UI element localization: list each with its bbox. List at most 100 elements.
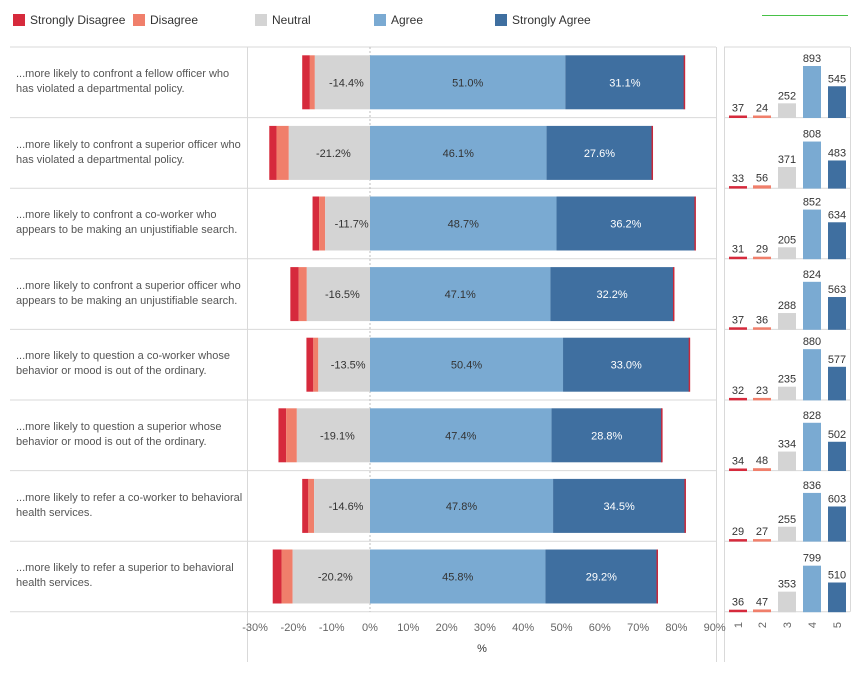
mini-bar xyxy=(753,115,771,118)
statement-label: ...more likely to question a superior wh… xyxy=(16,421,222,448)
mini-bar xyxy=(828,506,846,542)
mini-bar xyxy=(803,422,821,471)
x-tick-label: 0% xyxy=(362,622,378,634)
legend-item-agree[interactable]: Agree xyxy=(374,12,423,28)
mini-bar-label: 836 xyxy=(803,480,821,492)
bar-agree xyxy=(370,549,546,604)
data-label-strongly-agree: 32.2% xyxy=(596,289,627,301)
mini-bar-label: 545 xyxy=(828,73,846,85)
bar-neutral xyxy=(296,408,370,463)
mini-bar-label: 371 xyxy=(778,154,796,166)
data-label-neutral: -14.4% xyxy=(329,77,364,89)
x-tick-label: 50% xyxy=(550,622,572,634)
mini-bar-label: 510 xyxy=(828,570,846,582)
legend-item-disagree[interactable]: Disagree xyxy=(133,12,198,28)
mini-bar-label: 288 xyxy=(778,300,796,312)
bar-strongly-agree xyxy=(563,337,690,392)
mini-bar xyxy=(729,397,747,401)
bar-strongly-agree xyxy=(545,549,658,604)
mini-bar xyxy=(729,186,747,189)
mini-bar-label: 799 xyxy=(803,553,821,565)
mini-bar-label: 23 xyxy=(756,385,768,397)
mini-bar xyxy=(778,166,796,189)
bar-strongly-disagree xyxy=(302,55,310,110)
mini-bar-label: 29 xyxy=(756,244,768,256)
bar-disagree xyxy=(309,55,315,110)
mini-bar-label: 24 xyxy=(756,103,768,115)
x-tick-label: 40% xyxy=(512,622,534,634)
mini-bar xyxy=(828,441,846,471)
mini-bar-label: 48 xyxy=(756,455,768,467)
bar-disagree xyxy=(313,337,319,392)
data-label-neutral: -14.6% xyxy=(329,501,364,513)
bar-agree xyxy=(370,267,551,322)
mini-bar-label: 37 xyxy=(732,103,744,115)
x-tick-label: -30% xyxy=(242,622,268,634)
legend-swatch xyxy=(13,14,25,26)
x-tick-label: 60% xyxy=(589,622,611,634)
mini-x-tick-label: 2 xyxy=(757,622,769,628)
x-tick-label: 70% xyxy=(627,622,649,634)
mini-bar-label: 563 xyxy=(828,284,846,296)
bar-agree xyxy=(370,408,552,463)
bar-disagree xyxy=(286,408,297,463)
bar-agree xyxy=(370,55,566,110)
statement-label: ...more likely to confront a superior of… xyxy=(16,138,241,166)
data-label-agree: 47.1% xyxy=(445,289,476,301)
legend-swatch xyxy=(374,14,386,26)
legend-label: Disagree xyxy=(150,13,199,27)
mini-x-tick-label: 4 xyxy=(807,622,819,628)
mini-bar-label: 353 xyxy=(778,579,796,591)
bar-strongly-disagree xyxy=(272,549,282,604)
statement-label: ...more likely to refer a co-worker to b… xyxy=(16,491,243,519)
legend-item-neutral[interactable]: Neutral xyxy=(255,12,311,28)
mini-bar xyxy=(778,103,796,118)
mini-bar-label: 36 xyxy=(756,314,768,326)
mini-bar xyxy=(753,609,771,613)
data-label-neutral: -20.2% xyxy=(318,572,353,584)
mini-bar-label: 603 xyxy=(828,493,846,505)
bar-neutral xyxy=(314,478,370,533)
data-label-agree: 47.4% xyxy=(445,430,476,442)
mini-bar-label: 502 xyxy=(828,429,846,441)
mini-bar-label: 235 xyxy=(778,374,796,386)
data-label-strongly-agree: 36.2% xyxy=(610,219,641,231)
mini-bar xyxy=(753,468,771,471)
bar-neutral xyxy=(292,549,370,604)
bar-disagree xyxy=(298,267,307,322)
mini-bar xyxy=(753,539,771,542)
mini-bar-label: 56 xyxy=(756,172,768,184)
mini-x-tick-label: 5 xyxy=(832,622,844,628)
legend-label: Strongly Agree xyxy=(512,13,591,27)
bar-neutral xyxy=(288,125,370,180)
x-tick-label: -10% xyxy=(319,622,345,634)
mini-bar xyxy=(828,366,846,401)
legend-swatch xyxy=(133,14,145,26)
legend-item-strongly-disagree[interactable]: Strongly Disagree xyxy=(13,12,125,28)
data-label-neutral: -21.2% xyxy=(316,148,351,160)
legend-item-strongly-agree[interactable]: Strongly Agree xyxy=(495,12,591,28)
data-label-strongly-agree: 29.2% xyxy=(586,572,617,584)
mini-bar xyxy=(803,141,821,189)
bar-strongly-disagree xyxy=(290,267,299,322)
bar-disagree xyxy=(276,125,289,180)
data-label-strongly-agree: 28.8% xyxy=(591,430,622,442)
data-label-neutral: -19.1% xyxy=(320,430,355,442)
statement-label: ...more likely to confront a fellow offi… xyxy=(16,68,230,95)
mini-bar xyxy=(828,582,846,613)
data-label-neutral: -13.5% xyxy=(331,360,366,372)
bar-neutral xyxy=(314,55,370,110)
bar-strongly-agree xyxy=(556,196,696,251)
bar-agree xyxy=(370,196,557,251)
mini-bar xyxy=(753,256,771,260)
mini-bar-label: 205 xyxy=(778,234,796,246)
bar-strongly-agree xyxy=(546,125,653,180)
mini-bar-label: 37 xyxy=(732,314,744,326)
data-label-agree: 50.4% xyxy=(451,360,482,372)
x-tick-label: -20% xyxy=(281,622,307,634)
mini-bar xyxy=(729,256,747,260)
bar-neutral xyxy=(318,337,370,392)
legend-label: Neutral xyxy=(272,13,311,27)
mini-bar-label: 29 xyxy=(732,526,744,538)
